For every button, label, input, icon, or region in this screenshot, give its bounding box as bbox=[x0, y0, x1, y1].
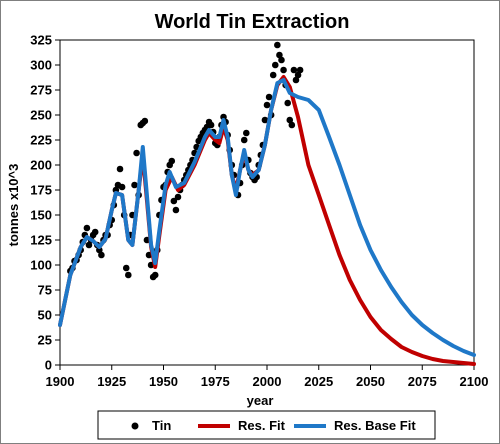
legend-res-base-fit-label: Res. Base Fit bbox=[334, 418, 416, 433]
x-tick-label: 2025 bbox=[304, 374, 333, 389]
tin-data-point bbox=[288, 121, 296, 129]
res-base-fit-line bbox=[58, 78, 476, 357]
x-tick-label: 1950 bbox=[149, 374, 178, 389]
x-tick-label: 2000 bbox=[253, 374, 282, 389]
tin-data-point bbox=[141, 117, 149, 125]
legend-tin-marker bbox=[131, 422, 139, 430]
tin-data-point bbox=[118, 183, 126, 191]
tin-data-point bbox=[172, 206, 180, 214]
legend-res-fit-label: Res. Fit bbox=[238, 418, 286, 433]
y-tick-label: 325 bbox=[30, 33, 52, 48]
y-tick-label: 25 bbox=[38, 333, 52, 348]
tin-data-point bbox=[116, 165, 124, 173]
plot-area bbox=[59, 39, 475, 366]
x-axis: 1900 1925 1950 1975 2000 2025 2050 2075 2100 bbox=[46, 365, 489, 389]
x-tick-label: 1975 bbox=[201, 374, 230, 389]
y-tick-label: 75 bbox=[38, 283, 52, 298]
tin-data-point bbox=[240, 136, 248, 144]
y-tick-label: 0 bbox=[45, 358, 52, 373]
tin-data-point bbox=[96, 246, 103, 254]
tin-data-point bbox=[278, 56, 285, 64]
tin-data-point bbox=[151, 271, 159, 279]
tin-data-point bbox=[243, 129, 250, 137]
y-tick-label: 175 bbox=[30, 183, 52, 198]
tin-data-point bbox=[274, 41, 281, 49]
x-tick-label: 2050 bbox=[356, 374, 385, 389]
tin-data-point bbox=[174, 193, 182, 201]
y-tick-label: 275 bbox=[30, 83, 52, 98]
y-tick-label: 200 bbox=[30, 158, 52, 173]
tin-data-point bbox=[207, 121, 215, 129]
tin-data-point bbox=[292, 76, 300, 84]
tin-data-point bbox=[133, 149, 140, 157]
legend: Tin Res. Fit Res. Base Fit bbox=[97, 410, 436, 440]
series-layer bbox=[58, 41, 476, 366]
tin-data-point bbox=[263, 101, 271, 109]
tin-data-point bbox=[91, 228, 99, 236]
tin-data-point bbox=[269, 71, 277, 79]
y-tick-label: 225 bbox=[30, 133, 52, 148]
tin-data-point bbox=[284, 99, 292, 107]
tin-data-point bbox=[98, 251, 105, 259]
tin-data-point bbox=[220, 113, 227, 121]
x-tick-label: 1925 bbox=[97, 374, 126, 389]
tin-data-point bbox=[280, 66, 287, 74]
tin-data-point bbox=[125, 271, 132, 279]
legend-tin-label: Tin bbox=[152, 418, 171, 433]
x-tick-label: 2100 bbox=[460, 374, 489, 389]
y-tick-label: 300 bbox=[30, 58, 52, 73]
y-tick-label: 125 bbox=[30, 233, 52, 248]
tin-data-point bbox=[290, 66, 298, 74]
y-tick-label: 250 bbox=[30, 108, 52, 123]
tin-data-point bbox=[294, 71, 302, 79]
tin-data-point bbox=[296, 66, 304, 74]
tin-data-point bbox=[85, 241, 93, 249]
tin-data-point bbox=[271, 61, 279, 69]
tin-data-point bbox=[286, 116, 294, 124]
tin-data-point bbox=[168, 157, 176, 165]
tin-data-point bbox=[276, 51, 283, 59]
y-axis: 0 25 50 75 100 125 150 175 200 225 250 275 300 325 bbox=[30, 33, 60, 373]
x-tick-label: 1900 bbox=[46, 374, 75, 389]
x-axis-label: year bbox=[247, 393, 274, 408]
tin-data-point bbox=[83, 224, 91, 232]
x-tick-label: 2075 bbox=[408, 374, 437, 389]
legend-box bbox=[97, 410, 436, 440]
tin-data-point bbox=[261, 116, 269, 124]
chart-title: World Tin Extraction bbox=[155, 11, 350, 33]
y-tick-label: 150 bbox=[30, 208, 52, 223]
tin-data-point bbox=[122, 264, 130, 272]
y-tick-label: 100 bbox=[30, 258, 52, 273]
tin-data-point bbox=[170, 197, 178, 205]
y-tick-label: 50 bbox=[38, 308, 52, 323]
tin-data-point bbox=[131, 181, 138, 189]
y-axis-label: tonnes x10^3 bbox=[6, 164, 21, 247]
tin-data-point bbox=[265, 93, 273, 101]
